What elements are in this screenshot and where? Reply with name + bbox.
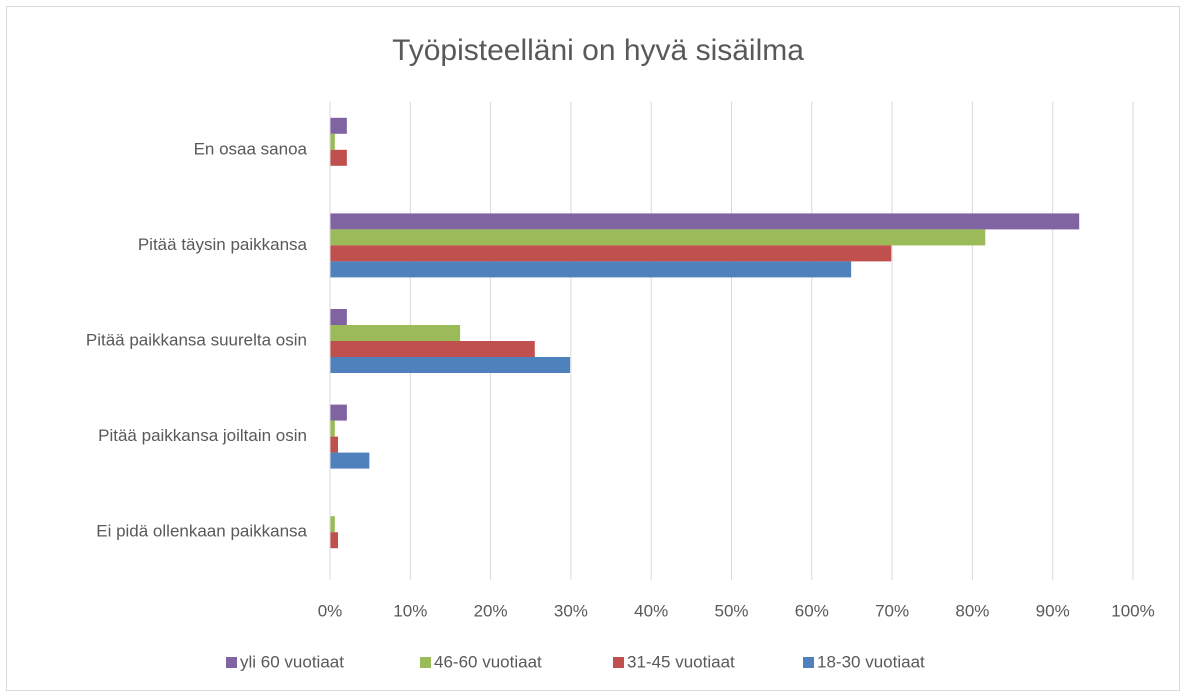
legend-label: 18-30 vuotiaat: [817, 652, 925, 671]
bar: [330, 149, 347, 166]
bar: [330, 404, 347, 421]
bar: [330, 532, 339, 549]
bar: [330, 117, 347, 134]
x-tick-label: 70%: [875, 601, 909, 620]
x-tick-label: 20%: [474, 601, 508, 620]
bar: [330, 420, 335, 437]
legend-swatch: [226, 657, 237, 668]
legend-label: 31-45 vuotiaat: [627, 652, 735, 671]
bar: [330, 325, 461, 341]
y-tick-label: Pitää täysin paikkansa: [138, 235, 308, 254]
y-tick-label: En osaa sanoa: [194, 139, 308, 158]
bar: [330, 229, 986, 246]
bar: [330, 357, 571, 373]
x-tick-label: 50%: [714, 601, 748, 620]
x-tick-label: 80%: [955, 601, 989, 620]
legend-swatch: [803, 657, 814, 668]
bar: [330, 309, 347, 325]
legend-label: yli 60 vuotiaat: [240, 652, 344, 671]
x-tick-label: 10%: [393, 601, 427, 620]
bar: [330, 133, 335, 150]
bar: [330, 261, 852, 278]
legend-swatch: [613, 657, 624, 668]
bar: [330, 245, 892, 262]
y-tick-label: Pitää paikkansa suurelta osin: [86, 330, 307, 349]
x-tick-label: 30%: [554, 601, 588, 620]
bar: [330, 341, 535, 357]
legend-label: 46-60 vuotiaat: [434, 652, 542, 671]
bar: [330, 436, 339, 453]
legend-swatch: [420, 657, 431, 668]
x-tick-label: 60%: [795, 601, 829, 620]
y-tick-label: Ei pidä ollenkaan paikkansa: [96, 522, 307, 541]
x-tick-label: 100%: [1111, 601, 1154, 620]
chart-title: Työpisteelläni on hyvä sisäilma: [392, 34, 804, 67]
bar: [330, 452, 370, 469]
x-tick-label: 0%: [318, 601, 343, 620]
bar: [330, 516, 335, 533]
y-tick-label: Pitää paikkansa joiltain osin: [98, 426, 307, 445]
bar: [330, 213, 1080, 230]
chart-border: [6, 6, 1180, 691]
x-tick-label: 40%: [634, 601, 668, 620]
x-tick-label: 90%: [1036, 601, 1070, 620]
